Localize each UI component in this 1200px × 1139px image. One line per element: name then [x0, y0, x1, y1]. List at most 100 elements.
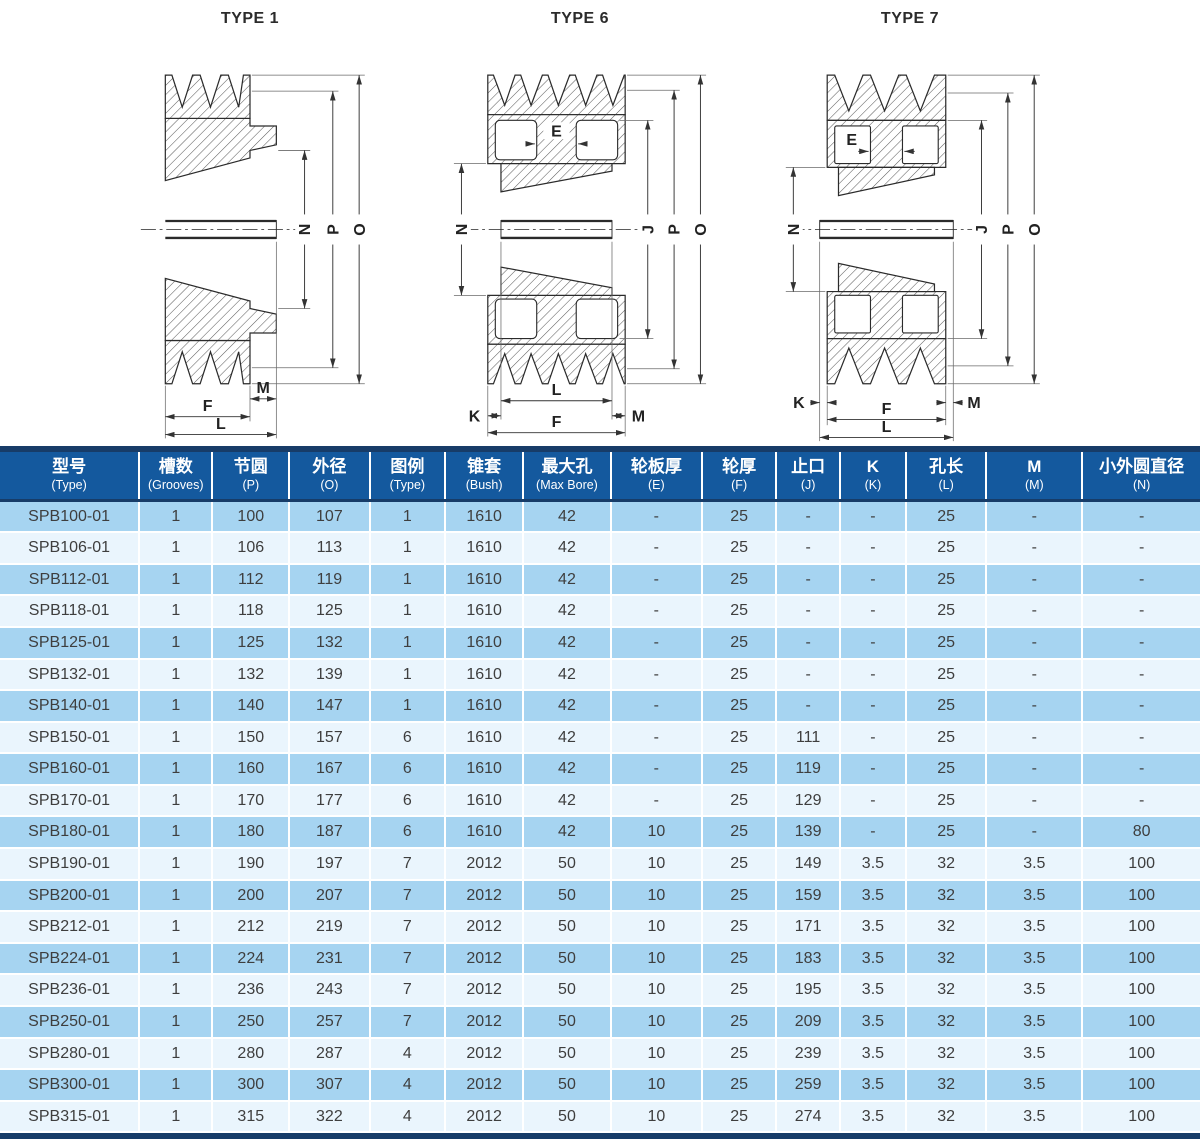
- table-cell: 25: [904, 562, 988, 597]
- dim-label-p: P: [667, 224, 684, 235]
- table-cell: SPB250-01: [0, 1005, 141, 1039]
- table-cell: -: [838, 783, 907, 818]
- table-cell: 10: [609, 1036, 703, 1071]
- dim-label-k: K: [793, 395, 805, 412]
- table-cell: 3.5: [985, 878, 1084, 913]
- table-cell: 171: [775, 910, 841, 944]
- table-cell: 212: [211, 910, 291, 944]
- table-cell: -: [985, 815, 1084, 850]
- table-cell: 243: [288, 973, 371, 1008]
- table-cell: 3.5: [985, 941, 1084, 976]
- dim-label-f: F: [203, 398, 213, 415]
- table-cell: 25: [700, 720, 778, 755]
- table-cell: 25: [904, 752, 988, 786]
- dim-label-n: N: [786, 224, 803, 236]
- table-cell: SPB160-01: [0, 752, 141, 786]
- table-cell: 1610: [444, 752, 525, 786]
- table-cell: SPB170-01: [0, 783, 141, 818]
- table-cell: 1: [138, 1005, 214, 1039]
- table-cell: 1610: [444, 689, 525, 723]
- table-cell: 10: [609, 1005, 703, 1039]
- table-row: SPB190-01 1 190 197 7 2012 50 10 25 149 3.5 32 3.5 10…: [0, 847, 1200, 881]
- table-cell: -: [985, 531, 1084, 565]
- table-cell: 1: [368, 625, 447, 660]
- table-cell: 42: [522, 815, 612, 850]
- col-header-grooves: 槽数 (Grooves): [138, 452, 214, 502]
- table-cell: 1: [138, 625, 214, 660]
- table-cell: 125: [288, 594, 371, 628]
- table-cell: -: [838, 720, 907, 755]
- table-cell: -: [775, 657, 841, 692]
- col-header-type: 型号 (Type): [0, 452, 141, 502]
- table-cell: SPB280-01: [0, 1036, 141, 1071]
- table-cell: 1: [138, 531, 214, 565]
- table-cell: SPB315-01: [0, 1099, 141, 1134]
- table-cell: 7: [368, 847, 447, 881]
- table-cell: 1610: [444, 657, 525, 692]
- table-cell: 1: [138, 1099, 214, 1134]
- table-cell: 100: [1081, 941, 1200, 976]
- table-cell: 25: [700, 625, 778, 660]
- table-cell: 25: [904, 657, 988, 692]
- table-cell: 190: [211, 847, 291, 881]
- table-cell: SPB180-01: [0, 815, 141, 850]
- table-cell: 10: [609, 910, 703, 944]
- table-cell: 1: [138, 562, 214, 597]
- dim-label-n: N: [454, 224, 471, 236]
- table-cell: 1: [138, 941, 214, 976]
- table-cell: 42: [522, 499, 612, 534]
- table-cell: -: [609, 657, 703, 692]
- table-cell: 3.5: [838, 1005, 907, 1039]
- diagram-title: TYPE 1: [220, 10, 280, 27]
- table-cell: 42: [522, 625, 612, 660]
- table-row: SPB106-01 1 106 113 1 1610 42-25- -25- -: [0, 531, 1200, 565]
- table-cell: 25: [904, 783, 988, 818]
- diagram-title: TYPE 6: [550, 10, 610, 27]
- dim-label-j: J: [974, 225, 991, 234]
- table-row: SPB250-01 1 250 257 7 2012 50 10 25 209 3.5 32 3.5 10…: [0, 1005, 1200, 1039]
- table-cell: 25: [904, 815, 988, 850]
- dim-label-f: F: [552, 414, 562, 431]
- col-header-k: K (K): [838, 452, 907, 502]
- table-cell: 1: [138, 657, 214, 692]
- table-cell: -: [985, 562, 1084, 597]
- table-cell: 200: [211, 878, 291, 913]
- table-cell: 3.5: [985, 1068, 1084, 1102]
- table-cell: 231: [288, 941, 371, 976]
- table-cell: 100: [1081, 1099, 1200, 1134]
- table-cell: 3.5: [985, 1036, 1084, 1071]
- table-cell: 42: [522, 531, 612, 565]
- table-cell: -: [775, 562, 841, 597]
- table-cell: SPB300-01: [0, 1068, 141, 1102]
- table-cell: 2012: [444, 1036, 525, 1071]
- table-cell: 3.5: [838, 1068, 907, 1102]
- table-cell: 25: [700, 910, 778, 944]
- table-cell: 1: [138, 783, 214, 818]
- table-cell: 107: [288, 499, 371, 534]
- table-cell: 4: [368, 1068, 447, 1102]
- table-cell: 2012: [444, 847, 525, 881]
- type7-drawing: E N J: [783, 74, 1044, 442]
- table-cell: 236: [211, 973, 291, 1008]
- table-cell: 4: [368, 1036, 447, 1071]
- table-row: SPB160-01 1 160 167 6 1610 42-25 119-25- -: [0, 752, 1200, 786]
- table-cell: -: [838, 752, 907, 786]
- col-header-max-bore: 最大孔 (Max Bore): [522, 452, 612, 502]
- col-header-pitch: 节圆 (P): [211, 452, 291, 502]
- table-cell: 125: [211, 625, 291, 660]
- table-cell: 280: [211, 1036, 291, 1071]
- table-row: SPB300-01 1 300 307 4 2012 50 10 25 259 3.5 32 3.5 10…: [0, 1068, 1200, 1102]
- table-cell: 25: [700, 847, 778, 881]
- table-cell: 3.5: [838, 878, 907, 913]
- spec-table-section: 型号 (Type) 槽数 (Grooves) 节圆 (P) 外径 (O) 图例 (Type…: [0, 446, 1200, 1139]
- table-cell: 7: [368, 941, 447, 976]
- type1-drawing: N P O M F L: [140, 74, 369, 439]
- table-cell: 10: [609, 1068, 703, 1102]
- table-cell: SPB190-01: [0, 847, 141, 881]
- table-cell: 100: [1081, 973, 1200, 1008]
- table-cell: -: [1081, 594, 1200, 628]
- col-header-f: 轮厚 (F): [700, 452, 778, 502]
- dim-label-l: L: [552, 382, 562, 399]
- table-cell: -: [775, 625, 841, 660]
- table-cell: 207: [288, 878, 371, 913]
